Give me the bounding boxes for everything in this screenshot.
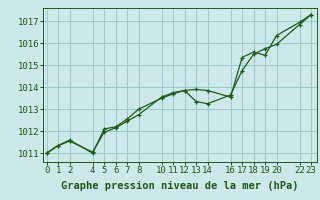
- X-axis label: Graphe pression niveau de la mer (hPa): Graphe pression niveau de la mer (hPa): [61, 181, 299, 191]
